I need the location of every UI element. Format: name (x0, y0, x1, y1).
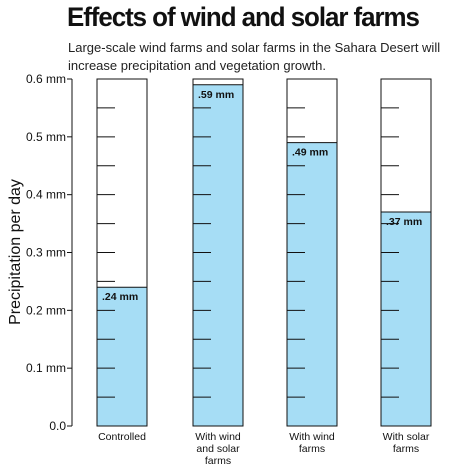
y-tick-label: 0.1 mm (26, 361, 66, 375)
y-axis-label: Precipitation per day (7, 179, 24, 325)
category-label-line: With wind (289, 431, 335, 443)
bar (381, 212, 431, 426)
y-tick-label: 0.5 mm (26, 130, 66, 144)
category-label-line: farms (205, 455, 231, 467)
category-label: With wind farms (289, 431, 335, 455)
bar-value-label: .49 mm (292, 147, 328, 159)
bar-group: .24 mm Controlled (96, 78, 148, 443)
chart-subtitle: Large-scale wind farms and solar farms i… (68, 40, 441, 73)
y-tick-label: 0.4 mm (26, 188, 66, 202)
category-label-line: With solar (383, 431, 430, 443)
category-label: With wind and solar farms (195, 431, 241, 467)
bar-group: .59 mm With wind and solar farms (192, 78, 244, 467)
category-label: With solar farms (383, 431, 430, 455)
bar (97, 287, 147, 426)
y-axis: 0.0 0.1 mm 0.2 mm 0.3 mm 0.4 mm 0.5 mm 0.6 mm (26, 72, 73, 433)
category-label-line: Controlled (98, 431, 146, 443)
bar (193, 84, 243, 426)
y-tick-label: 0.2 mm (26, 303, 66, 317)
y-tick-label: 0.0 (49, 419, 66, 433)
bar-value-label: .24 mm (102, 291, 138, 303)
y-tick-label: 0.3 mm (26, 246, 66, 260)
category-label-line: farms (299, 443, 325, 455)
bar (287, 142, 337, 426)
category-label-line: farms (393, 443, 419, 455)
category-label-line: With wind (195, 431, 241, 443)
bar-value-label: .59 mm (198, 89, 234, 101)
chart-title: Effects of wind and solar farms (67, 2, 420, 32)
bar-value-label: .37 mm (386, 216, 422, 228)
category-label: Controlled (98, 431, 146, 443)
bar-group: .49 mm With wind farms (286, 78, 338, 455)
bar-group: .37 mm With solar farms (380, 78, 432, 455)
y-tick-label: 0.6 mm (26, 72, 66, 86)
category-label-line: and solar (196, 443, 240, 455)
